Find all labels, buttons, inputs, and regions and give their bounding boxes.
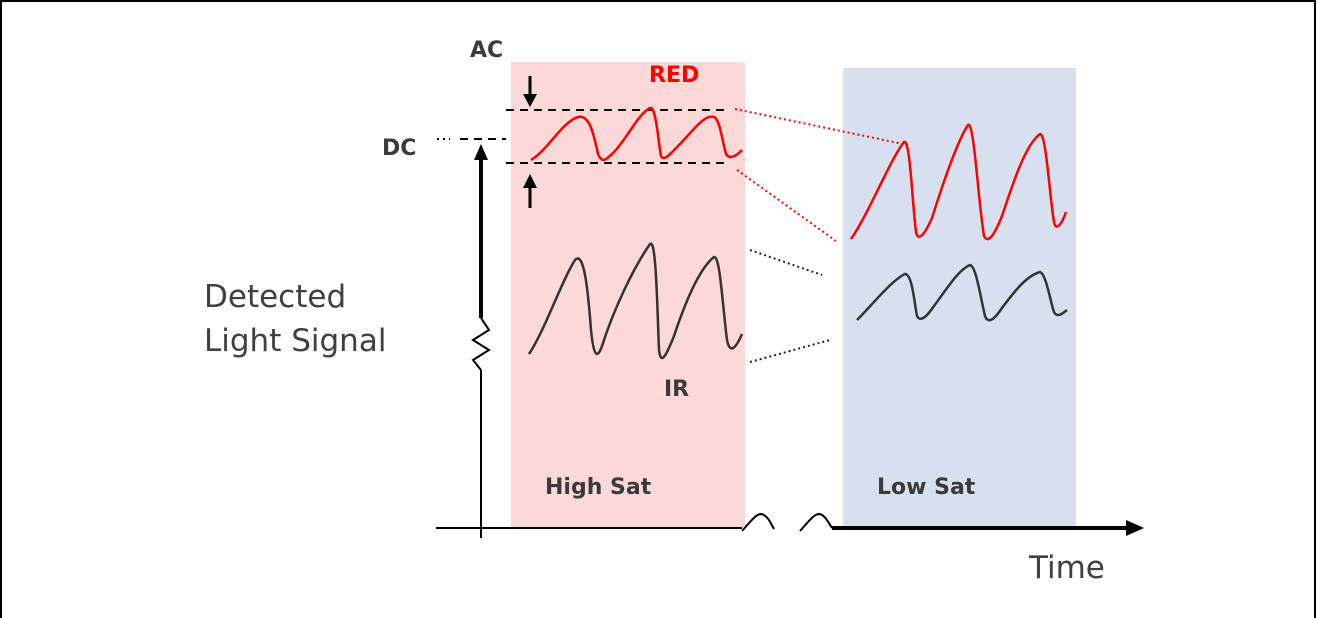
- low-sat-region: [843, 68, 1076, 528]
- x-axis-arrowhead: [1126, 520, 1144, 536]
- y-axis: [471, 144, 491, 538]
- ac-label: AC: [470, 38, 503, 63]
- y-axis-arrowhead: [474, 144, 488, 160]
- red-label: RED: [649, 63, 699, 88]
- y-axis-break: [471, 317, 491, 371]
- ir-signal-high-sat: [527, 242, 744, 360]
- ir-zoom-connector-top: [749, 249, 823, 276]
- ir-label: IR: [664, 377, 689, 402]
- axis-break-left: [741, 513, 775, 532]
- ir-signal-low-sat: [856, 263, 1068, 322]
- low-sat-label: Low Sat: [877, 475, 976, 500]
- high-sat-label: High Sat: [545, 475, 652, 500]
- red-signal-low-sat: [849, 123, 1068, 241]
- ir-zoom-connector-bottom: [749, 339, 831, 363]
- y-axis-label-line2: Light Signal: [204, 323, 386, 359]
- high-sat-region: [511, 62, 745, 528]
- x-axis: [436, 513, 1144, 536]
- red-zoom-connector-bottom: [736, 169, 837, 242]
- ac-up-arrow-icon: [523, 174, 537, 208]
- x-axis-label: Time: [1028, 550, 1105, 586]
- red-signal-high-sat: [530, 106, 743, 162]
- y-axis-label-line1: Detected: [204, 279, 346, 315]
- ac-down-arrow-icon: [523, 76, 537, 107]
- axis-break-right: [799, 513, 833, 532]
- dc-label: DC: [382, 136, 416, 161]
